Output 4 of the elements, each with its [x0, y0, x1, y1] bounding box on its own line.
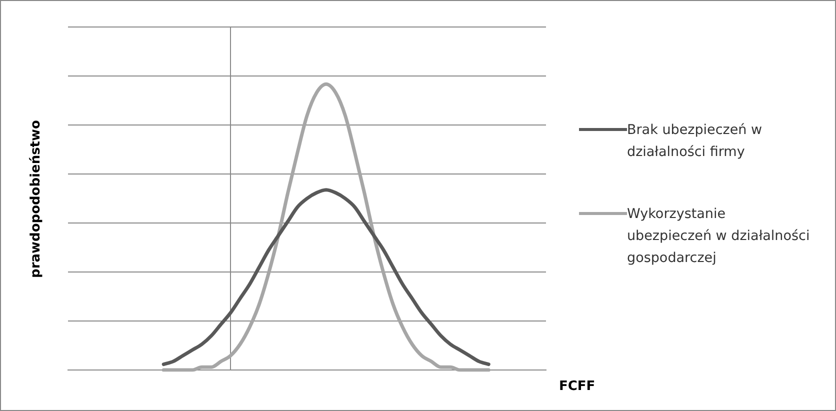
legend-label: Brak ubezpieczeń w działalności firmy — [627, 121, 764, 162]
legend-label: Wykorzystanie ubezpieczeń w działalności gospodarczej — [627, 205, 811, 268]
y-axis-title: prawdopodobieństwo — [28, 120, 44, 278]
x-axis-title: FCFF — [559, 379, 596, 394]
